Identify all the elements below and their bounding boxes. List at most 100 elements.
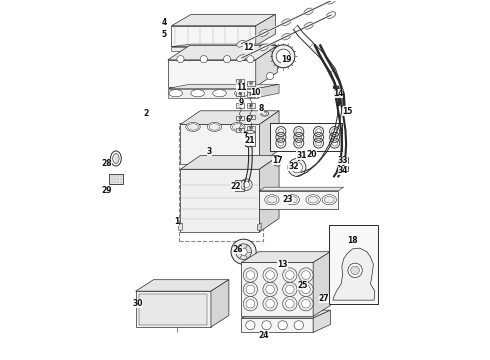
Circle shape: [283, 297, 297, 311]
Polygon shape: [313, 252, 330, 316]
Text: 34: 34: [338, 166, 348, 175]
Text: 11: 11: [236, 83, 246, 92]
Polygon shape: [256, 45, 277, 87]
Bar: [236, 103, 245, 108]
Polygon shape: [172, 44, 275, 46]
Circle shape: [177, 55, 184, 63]
Bar: [270, 123, 342, 151]
Circle shape: [275, 158, 280, 163]
Circle shape: [250, 127, 252, 130]
Circle shape: [292, 162, 302, 173]
Text: 4: 4: [162, 18, 167, 27]
Text: 12: 12: [244, 43, 254, 52]
Polygon shape: [242, 318, 313, 332]
Text: 26: 26: [233, 246, 243, 255]
Bar: [329, 225, 378, 304]
Polygon shape: [168, 60, 256, 87]
Circle shape: [246, 300, 255, 308]
Circle shape: [276, 49, 291, 63]
Polygon shape: [172, 14, 275, 26]
Text: 21: 21: [244, 136, 254, 145]
Polygon shape: [180, 156, 279, 169]
Bar: [236, 79, 245, 84]
Text: 1: 1: [174, 217, 179, 226]
Ellipse shape: [287, 197, 297, 203]
Circle shape: [299, 282, 313, 297]
Ellipse shape: [188, 124, 198, 130]
Circle shape: [263, 297, 277, 311]
Text: 6: 6: [246, 114, 251, 123]
Ellipse shape: [326, 0, 336, 4]
Circle shape: [200, 55, 207, 63]
Text: 28: 28: [101, 159, 112, 168]
Circle shape: [272, 156, 282, 166]
Ellipse shape: [259, 44, 269, 51]
Text: 20: 20: [306, 150, 317, 159]
Bar: [339, 166, 348, 171]
Polygon shape: [242, 252, 330, 262]
Text: 10: 10: [250, 87, 261, 96]
Circle shape: [239, 104, 242, 107]
Text: 32: 32: [288, 162, 299, 171]
Polygon shape: [242, 262, 313, 316]
Ellipse shape: [267, 197, 277, 203]
Polygon shape: [179, 223, 182, 230]
Polygon shape: [172, 26, 256, 45]
Ellipse shape: [263, 112, 267, 115]
Bar: [235, 180, 245, 191]
Ellipse shape: [207, 122, 221, 131]
Text: 5: 5: [162, 30, 167, 39]
Circle shape: [243, 268, 258, 282]
Circle shape: [243, 297, 258, 311]
Ellipse shape: [265, 195, 279, 205]
Polygon shape: [313, 310, 330, 332]
Circle shape: [250, 104, 252, 107]
Circle shape: [240, 248, 247, 255]
Ellipse shape: [232, 124, 243, 130]
Polygon shape: [333, 248, 375, 300]
Text: 7: 7: [243, 132, 247, 141]
Circle shape: [239, 116, 242, 119]
Circle shape: [266, 300, 274, 308]
Circle shape: [348, 263, 362, 278]
Text: 14: 14: [333, 89, 343, 98]
Bar: [247, 92, 255, 97]
Polygon shape: [259, 187, 343, 191]
Text: 23: 23: [282, 195, 293, 204]
Bar: [179, 123, 263, 241]
Bar: [236, 128, 245, 132]
Polygon shape: [172, 46, 256, 51]
Ellipse shape: [308, 197, 318, 203]
Circle shape: [286, 271, 294, 279]
Circle shape: [223, 55, 231, 63]
Ellipse shape: [259, 30, 269, 36]
Circle shape: [247, 55, 254, 63]
Ellipse shape: [322, 296, 325, 301]
Polygon shape: [259, 111, 279, 164]
Circle shape: [239, 129, 242, 131]
Text: 31: 31: [296, 151, 307, 160]
Circle shape: [302, 300, 310, 308]
Bar: [247, 114, 255, 119]
Polygon shape: [136, 280, 229, 291]
Ellipse shape: [282, 33, 291, 40]
Circle shape: [243, 181, 250, 188]
Circle shape: [231, 239, 256, 264]
Ellipse shape: [245, 131, 255, 134]
Text: 30: 30: [132, 299, 143, 308]
Ellipse shape: [235, 90, 248, 97]
Ellipse shape: [304, 22, 314, 29]
Bar: [236, 116, 245, 120]
Ellipse shape: [322, 195, 337, 205]
Ellipse shape: [324, 197, 334, 203]
Ellipse shape: [237, 55, 246, 62]
Circle shape: [246, 285, 255, 294]
Text: 17: 17: [272, 156, 283, 165]
Text: 19: 19: [281, 55, 292, 64]
Polygon shape: [168, 89, 258, 98]
Circle shape: [236, 244, 251, 260]
Ellipse shape: [213, 90, 226, 97]
Circle shape: [286, 285, 294, 294]
Ellipse shape: [261, 111, 269, 116]
Text: 8: 8: [258, 104, 264, 113]
